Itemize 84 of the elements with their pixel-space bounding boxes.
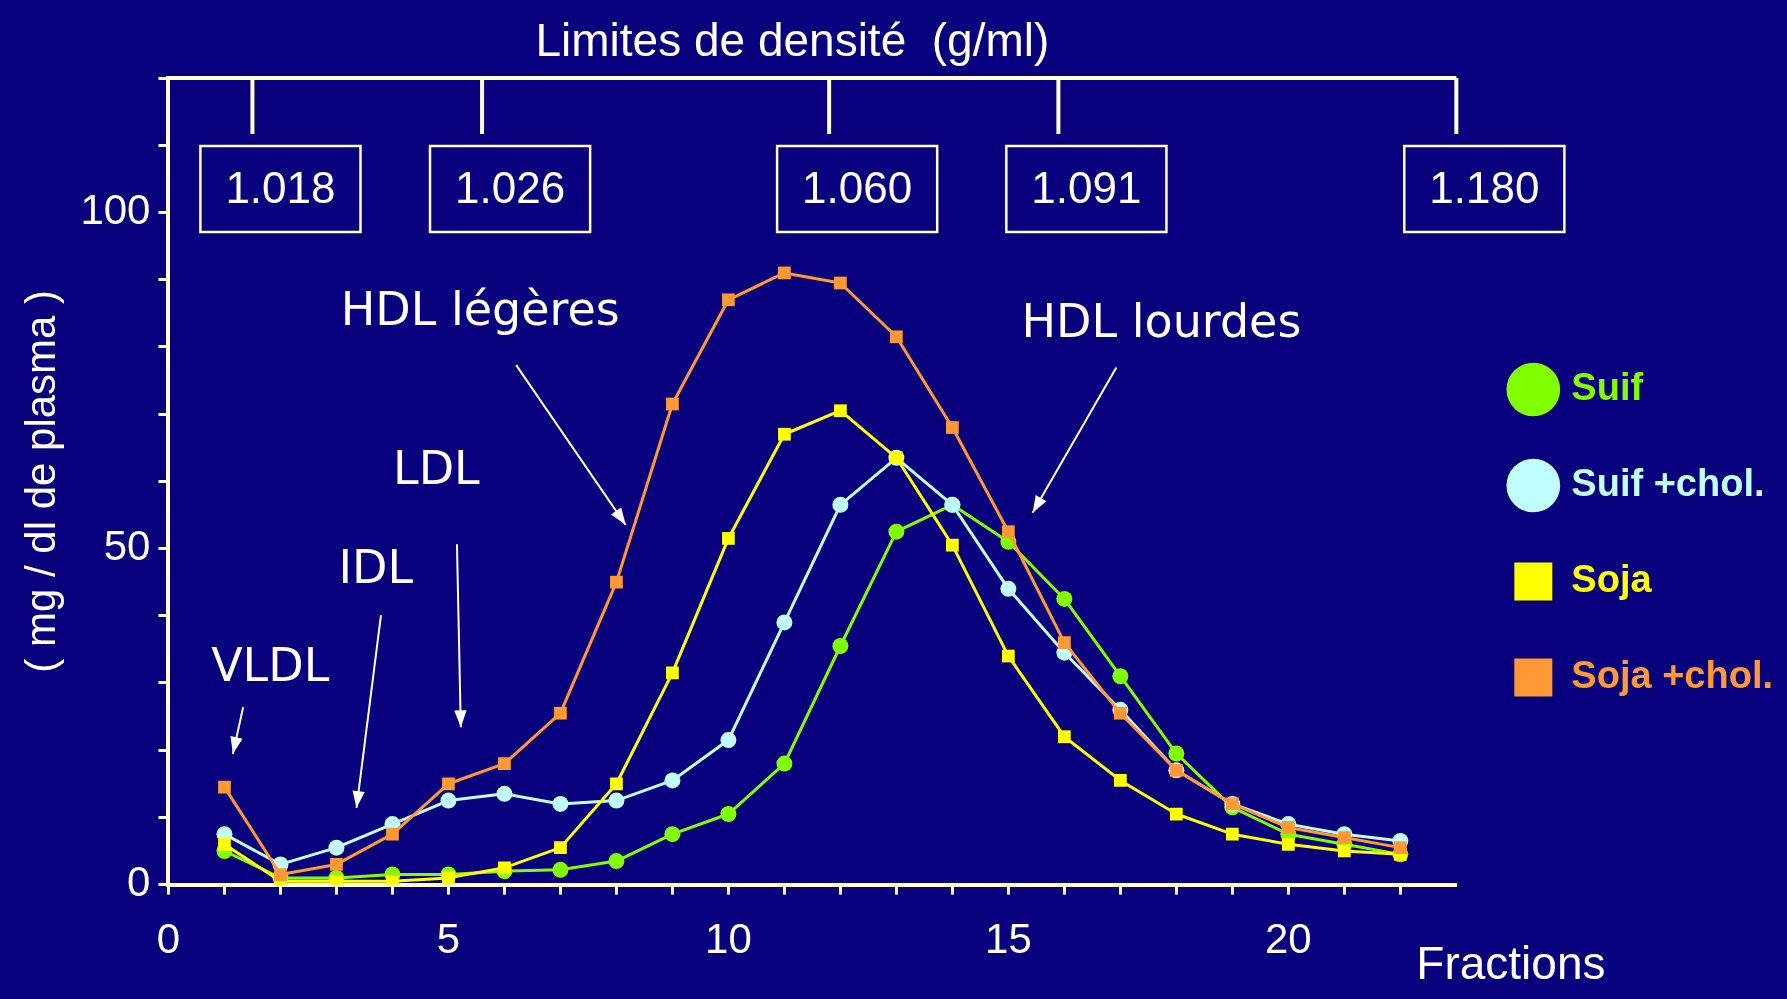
point <box>1170 807 1183 821</box>
point <box>386 827 399 841</box>
point <box>722 293 735 307</box>
point <box>1056 590 1073 607</box>
point <box>1002 525 1015 539</box>
point <box>1114 774 1127 787</box>
point <box>946 421 959 434</box>
legend-label: Soja <box>1571 557 1653 600</box>
y-tick-label: 50 <box>103 522 151 570</box>
point <box>274 868 287 881</box>
annotation: IDL <box>338 539 414 594</box>
point <box>498 757 511 770</box>
point <box>1281 837 1295 851</box>
x-tick-label: 0 <box>156 915 181 963</box>
annotation: 1.026 <box>455 163 566 213</box>
point <box>1058 730 1071 744</box>
point <box>666 397 679 411</box>
point <box>1337 844 1351 858</box>
point <box>498 861 511 875</box>
point <box>720 732 737 749</box>
point <box>1225 827 1239 841</box>
point <box>1168 745 1185 762</box>
point <box>442 777 455 791</box>
point <box>1058 636 1071 649</box>
point <box>664 772 681 789</box>
point <box>834 404 847 418</box>
point <box>1112 668 1129 685</box>
point <box>608 792 625 809</box>
point <box>832 496 849 513</box>
x-tick-label: 15 <box>985 915 1032 963</box>
point <box>832 637 849 654</box>
y-tick-label: 100 <box>80 186 151 234</box>
point <box>778 266 791 280</box>
legend-label: Suif +chol. <box>1571 461 1765 504</box>
x-tick-label: 10 <box>705 915 752 963</box>
point <box>1393 841 1407 854</box>
point <box>776 755 793 772</box>
point <box>834 276 847 290</box>
x-axis-title: Fractions <box>1416 937 1606 990</box>
point <box>888 523 905 540</box>
point <box>610 575 623 589</box>
y-axis-title: ( mg / dl de plasma ) <box>16 289 64 673</box>
point <box>666 666 679 680</box>
legend-label: Soja +chol. <box>1571 653 1773 696</box>
annotation: 1.180 <box>1429 163 1540 213</box>
annotation: 1.018 <box>225 163 336 213</box>
point <box>440 792 457 809</box>
x-tick-label: 20 <box>1264 915 1312 963</box>
point <box>218 837 231 851</box>
point <box>554 706 567 720</box>
point <box>890 330 903 344</box>
annotation: 1.091 <box>1031 163 1142 213</box>
point <box>330 858 343 871</box>
point <box>218 780 231 794</box>
point <box>442 871 455 885</box>
point <box>1281 821 1295 834</box>
point <box>610 777 623 791</box>
annotation: 1.060 <box>802 163 913 213</box>
annotation: LDL <box>393 441 481 496</box>
point <box>664 826 681 843</box>
point <box>496 785 513 802</box>
point <box>778 427 791 441</box>
point <box>328 839 345 856</box>
point <box>1114 706 1127 720</box>
point <box>1000 580 1017 597</box>
point <box>386 874 399 885</box>
point <box>776 614 793 631</box>
chart-title: Limites de densité (g/ml) <box>535 13 1050 66</box>
point <box>946 538 959 552</box>
point <box>722 532 735 545</box>
y-tick-label: 0 <box>127 858 151 906</box>
point <box>552 861 569 878</box>
annotation: VLDL <box>211 638 330 693</box>
annotation: HDL légères <box>340 281 620 336</box>
point <box>552 795 569 812</box>
point <box>554 841 567 854</box>
annotation: HDL lourdes <box>1021 293 1302 348</box>
x-tick-label: 5 <box>436 915 461 963</box>
point <box>1002 649 1015 663</box>
point <box>330 874 343 885</box>
point <box>608 853 625 870</box>
point <box>1337 831 1351 844</box>
legend-label: Suif <box>1571 365 1644 408</box>
point <box>720 806 737 823</box>
